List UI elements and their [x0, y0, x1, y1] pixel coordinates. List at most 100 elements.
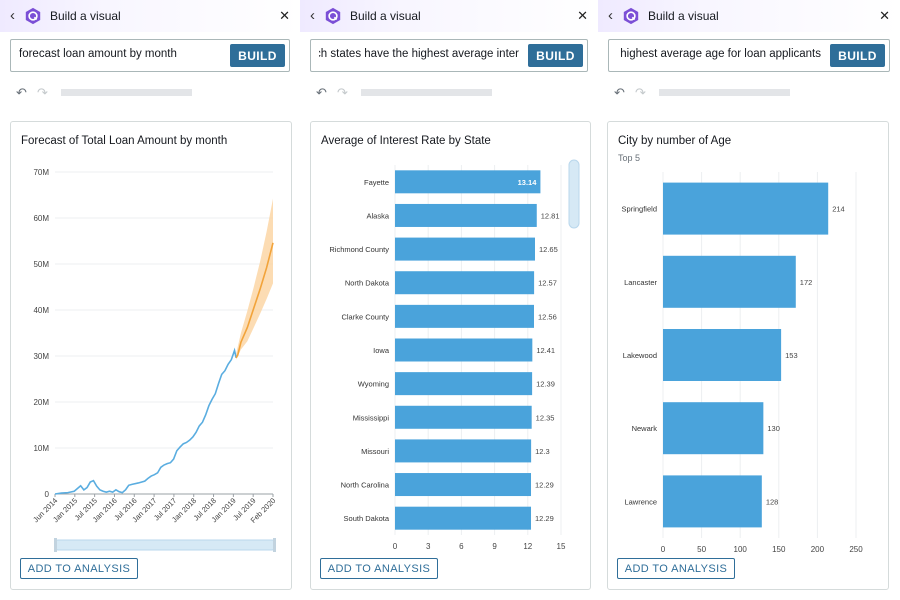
y-tick-label: 70M	[33, 168, 49, 177]
value-label: 214	[832, 205, 845, 214]
x-tick-label: 250	[849, 545, 863, 554]
forecast-confidence-band	[236, 198, 273, 360]
value-label: 128	[766, 497, 779, 506]
add-to-analysis-button[interactable]: ADD TO ANALYSIS	[617, 558, 735, 579]
x-tick-label: 150	[772, 545, 786, 554]
x-tick-label: 3	[426, 542, 431, 551]
bar	[663, 255, 796, 308]
bar	[395, 304, 534, 328]
chart-title: City by number of Age	[618, 135, 732, 147]
back-chevron-icon[interactable]: ‹	[608, 7, 613, 24]
query-input[interactable]: the highest average age for loan applica…	[617, 48, 821, 60]
y-tick-label: 10M	[33, 444, 49, 453]
close-icon[interactable]: ✕	[879, 8, 890, 23]
add-to-analysis-button[interactable]: ADD TO ANALYSIS	[20, 558, 138, 579]
q-logo-icon	[25, 7, 41, 25]
bar	[663, 329, 782, 381]
value-label: 12.65	[539, 245, 558, 254]
value-label: 12.56	[538, 312, 557, 321]
q-logo-icon	[623, 7, 639, 25]
y-tick-label: 40M	[33, 306, 49, 315]
bar	[395, 170, 541, 194]
bar	[395, 203, 537, 227]
category-label: Mississippi	[353, 413, 390, 422]
category-label: Lawrence	[624, 497, 657, 506]
chart-title: Average of Interest Rate by State	[321, 135, 491, 147]
panel-header: ‹ Build a visual ✕	[300, 0, 598, 32]
actual-series-line	[54, 347, 237, 495]
range-slider-track	[54, 539, 276, 551]
y-tick-label: 50M	[33, 260, 49, 269]
visual-card: Forecast of Total Loan Amount by month 0…	[10, 121, 292, 590]
build-button[interactable]: BUILD	[528, 44, 583, 67]
x-tick-label: 6	[459, 542, 464, 551]
query-input[interactable]: forecast loan amount by month	[19, 48, 177, 60]
bar	[395, 237, 535, 261]
query-bar: forecast loan amount by month BUILD	[10, 39, 290, 72]
value-label: 12.57	[538, 279, 557, 288]
x-tick-label: 9	[492, 542, 497, 551]
query-text: the highest average age for loan applica…	[617, 48, 821, 60]
query-input[interactable]: Which states have the highest average in…	[319, 48, 519, 60]
redo-icon[interactable]: ↷	[337, 85, 348, 100]
close-icon[interactable]: ✕	[279, 8, 290, 23]
close-icon[interactable]: ✕	[577, 8, 588, 23]
back-chevron-icon[interactable]: ‹	[310, 7, 315, 24]
chart-subtitle: Top 5	[618, 153, 641, 163]
visual-card: City by number of Age Top 5 0 50 100 150 200…	[607, 121, 889, 590]
bar	[663, 475, 762, 528]
value-label: 12.41	[536, 346, 555, 355]
bar	[395, 506, 532, 530]
bar	[663, 182, 829, 235]
redo-icon[interactable]: ↷	[37, 85, 48, 100]
bar	[395, 473, 532, 497]
range-slider-handle-right	[273, 538, 276, 552]
query-text: Which states have the highest average in…	[319, 48, 519, 60]
visual-builder-panel-1: ‹ Build a visual ✕ forecast loan amount …	[0, 0, 300, 600]
range-slider-handle-left	[54, 538, 57, 552]
undo-icon[interactable]: ↶	[316, 85, 327, 100]
x-tick-label: 15	[557, 542, 566, 551]
x-tick-label: 0	[661, 545, 666, 554]
build-button[interactable]: BUILD	[830, 44, 885, 67]
value-label: 12.29	[535, 514, 554, 523]
undo-icon[interactable]: ↶	[16, 85, 27, 100]
panel-title: Build a visual	[50, 9, 121, 23]
bar	[395, 372, 533, 396]
query-bar: Which states have the highest average in…	[310, 39, 588, 72]
category-label: Fayette	[364, 178, 389, 187]
visual-builder-panel-2: ‹ Build a visual ✕ Which states have the…	[300, 0, 598, 600]
panel-header: ‹ Build a visual ✕	[598, 0, 900, 32]
build-button[interactable]: BUILD	[230, 44, 285, 67]
city-age-bar-chart[interactable]: 0 50 100 150 200 250 Springfield 214 Lancaster 17…	[608, 122, 890, 562]
visual-card: Average of Interest Rate by State 0 3 6 9 12…	[310, 121, 591, 590]
category-label: Springfield	[622, 205, 657, 214]
x-tick-label: 12	[523, 542, 532, 551]
category-label: Missouri	[361, 447, 389, 456]
y-tick-label: 0	[45, 490, 50, 499]
interest-rate-bar-chart[interactable]: 0 3 6 9 12 15 Fayette 13.14 Alaska 12.81 Richmond …	[311, 122, 592, 562]
category-label: North Dakota	[345, 279, 390, 288]
history-placeholder-bar	[361, 89, 492, 96]
bar	[395, 439, 532, 463]
history-placeholder-bar	[61, 89, 192, 96]
value-label: 172	[800, 278, 813, 287]
visual-builder-panel-3: ‹ Build a visual ✕ the highest average a…	[598, 0, 900, 600]
y-tick-label: 20M	[33, 398, 49, 407]
add-to-analysis-button[interactable]: ADD TO ANALYSIS	[320, 558, 438, 579]
back-chevron-icon[interactable]: ‹	[10, 7, 15, 24]
category-label: Clarke County	[341, 312, 389, 321]
forecast-series-line	[235, 242, 274, 359]
bar	[395, 338, 533, 362]
value-label: 12.81	[541, 211, 560, 220]
value-label: 12.3	[535, 447, 550, 456]
value-label: 12.29	[535, 481, 554, 490]
category-label: Newark	[632, 424, 658, 433]
undo-icon[interactable]: ↶	[614, 85, 625, 100]
redo-icon[interactable]: ↷	[635, 85, 646, 100]
value-label: 12.35	[536, 413, 555, 422]
value-label: 13.14	[518, 178, 538, 187]
category-label: Richmond County	[329, 245, 389, 254]
y-tick-label: 30M	[33, 352, 49, 361]
